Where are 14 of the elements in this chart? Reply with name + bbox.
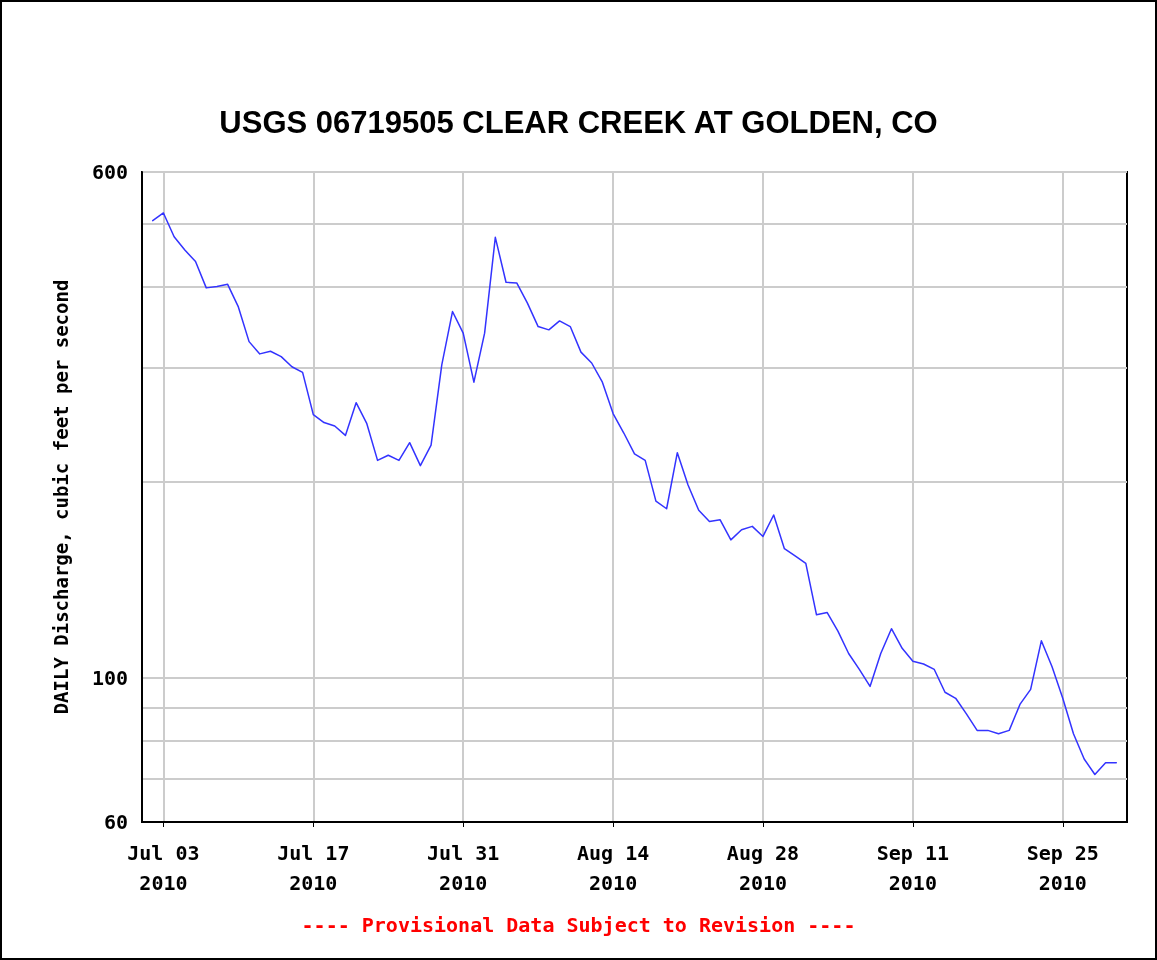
text: ---- Provisional Data Subject to Revision ---- — [301, 913, 856, 937]
x-tick-label: Sep 11 2010 — [876, 841, 949, 895]
x-tick-label: Aug 28 2010 — [726, 841, 800, 895]
y-axis-title: DAILY Discharge, cubic feet per second — [49, 279, 72, 715]
x-tick-label: Jul 03 2010 — [127, 841, 200, 895]
y-tick-label: 60 — [103, 810, 128, 834]
x-tick-label: Jul 31 2010 — [427, 841, 500, 895]
x-tick-label: Aug 14 2010 — [576, 841, 650, 895]
x-tick-label: Sep 25 2010 — [1026, 841, 1099, 895]
y-tick-label: 100 — [91, 665, 128, 690]
line-series — [151, 212, 1118, 776]
chart-title: USGS 06719505 CLEAR CREEK AT GOLDEN, CO — [219, 105, 938, 140]
y-tick-label: 600 — [91, 160, 128, 184]
x-tick-label: Jul 17 2010 — [277, 841, 350, 895]
